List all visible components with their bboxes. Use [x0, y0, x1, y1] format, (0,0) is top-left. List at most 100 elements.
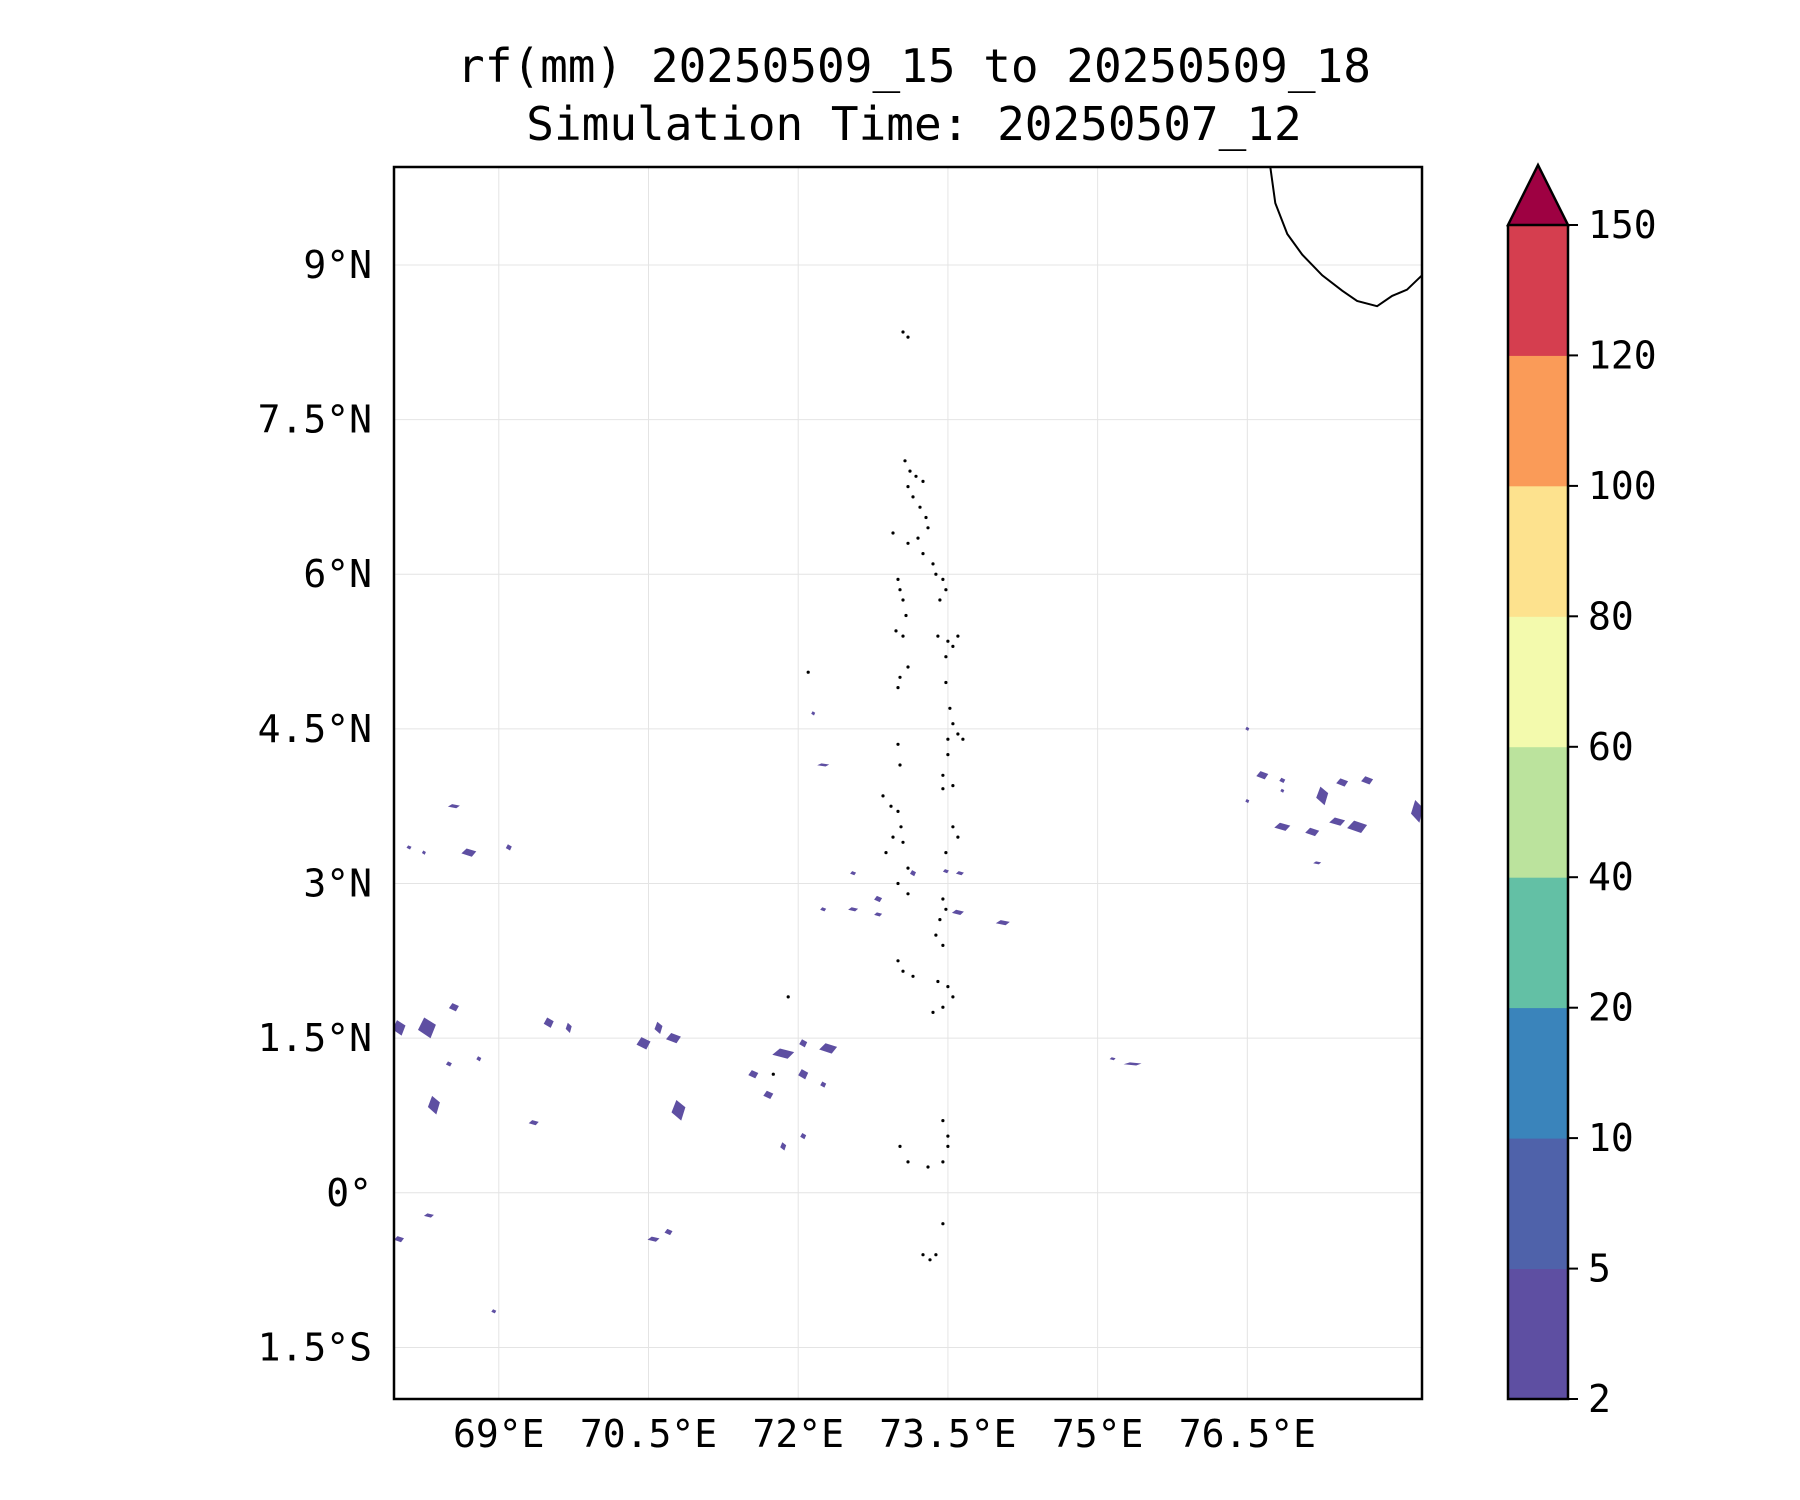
colorbar-segment-4: [1508, 746, 1568, 878]
y-tick-label: 9°N: [303, 243, 372, 287]
rain-cell-28: [820, 907, 827, 912]
rain-cell-55: [1274, 822, 1291, 831]
india-coastline: [1269, 167, 1422, 308]
island-34: [944, 680, 948, 685]
colorbar-segment-1: [1508, 1138, 1568, 1269]
island-19: [901, 598, 905, 602]
rain-cell-0: [447, 804, 460, 809]
rain-cell-7: [448, 1003, 459, 1012]
rain-cell-2: [406, 845, 412, 850]
rain-cell-26: [800, 1133, 807, 1140]
map-subtitle: Simulation Time: 20250507_12: [526, 97, 1302, 151]
island-29: [951, 644, 955, 649]
island-22: [944, 588, 948, 592]
rain-cell-23: [819, 1043, 838, 1054]
x-tick-label: 70.5°E: [580, 1412, 717, 1456]
island-49: [899, 825, 903, 829]
island-53: [956, 835, 960, 839]
island-40: [896, 742, 900, 746]
island-82: [941, 1222, 945, 1226]
island-21: [941, 577, 945, 582]
island-50: [891, 835, 895, 839]
island-54: [944, 851, 948, 855]
y-tick-label: 0°: [326, 1171, 372, 1215]
island-77: [906, 1160, 910, 1164]
rain-cell-20: [763, 1090, 774, 1099]
island-38: [961, 737, 965, 741]
island-44: [951, 784, 955, 788]
rain-cell-25: [780, 1142, 787, 1151]
island-3: [908, 469, 912, 473]
gridlines: [394, 167, 1422, 1399]
rain-cell-5: [394, 1020, 406, 1036]
rain-cell-34: [955, 871, 964, 876]
rain-cell-38: [811, 711, 816, 716]
x-tick-label: 73.5°E: [879, 1412, 1016, 1456]
island-71: [931, 1010, 935, 1015]
island-58: [906, 892, 910, 896]
island-70: [941, 1005, 945, 1009]
colorbar-segment-0: [1508, 1268, 1568, 1400]
island-65: [901, 969, 905, 973]
rain-cell-24: [820, 1081, 827, 1088]
island-62: [934, 933, 938, 937]
colorbar: 2 5 10 20 40 60 80 100 120 150: [1505, 162, 1657, 1421]
island-1: [906, 335, 910, 339]
island-26: [936, 634, 940, 638]
island-52: [951, 825, 955, 829]
island-74: [946, 1144, 950, 1148]
y-tick-label: 4.5°N: [258, 707, 372, 751]
colorbar-segment-8: [1508, 225, 1568, 356]
island-20: [904, 613, 908, 618]
rain-cell-58: [1313, 861, 1322, 865]
colorbar-tick-label: 80: [1588, 594, 1634, 638]
rain-cell-8: [427, 1095, 440, 1115]
colorbar-segment-5: [1508, 616, 1568, 748]
island-7: [911, 495, 915, 499]
island-27: [946, 639, 950, 643]
island-39: [946, 737, 950, 741]
rain-cell-33: [942, 869, 949, 874]
colorbar-tick-label: 150: [1588, 203, 1657, 247]
rain-cell-51: [1361, 776, 1374, 785]
rain-cell-54: [1329, 817, 1346, 826]
rain-cell-49: [1316, 786, 1329, 806]
island-25: [901, 634, 905, 638]
y-tick-label: 1.5°S: [258, 1325, 372, 1369]
rain-cell-22: [798, 1069, 809, 1080]
island-81: [934, 1253, 938, 1257]
island-18: [898, 588, 902, 592]
rain-cell-40: [664, 1228, 673, 1236]
island-55: [884, 851, 888, 855]
colorbar-tick-label: 10: [1588, 1116, 1634, 1160]
colorbar-tick-label: 60: [1588, 725, 1634, 769]
x-axis-ticks: 69°E 70.5°E 72°E 73.5°E 75°E 76.5°E: [453, 1412, 1316, 1456]
plot-frame: [392, 165, 1424, 1401]
rain-cell-18: [772, 1048, 795, 1059]
island-30: [944, 655, 948, 659]
rain-cell-57: [1245, 799, 1250, 804]
island-63: [941, 943, 945, 948]
rain-cell-37: [817, 763, 830, 767]
rain-cell-44: [1109, 1057, 1116, 1061]
colorbar-tick-label: 2: [1588, 1377, 1611, 1421]
island-47: [889, 804, 893, 808]
rain-cell-32: [910, 870, 916, 877]
colorbar-segment-6: [1508, 485, 1568, 617]
y-tick-label: 3°N: [303, 862, 372, 906]
island-37: [956, 732, 960, 736]
island-85: [771, 1072, 775, 1076]
island-32: [898, 675, 902, 679]
island-17: [896, 577, 900, 582]
rain-cell-56: [1305, 827, 1320, 837]
rain-cell-11: [543, 1017, 554, 1028]
rain-cell-17: [671, 1100, 686, 1121]
coastlines: [771, 167, 1422, 1262]
island-79: [921, 1253, 925, 1257]
colorbar-frame: [1506, 225, 1570, 1401]
rain-cell-3: [421, 850, 426, 855]
island-14: [931, 562, 935, 566]
rain-cell-1: [461, 848, 477, 857]
island-73: [946, 1134, 950, 1138]
